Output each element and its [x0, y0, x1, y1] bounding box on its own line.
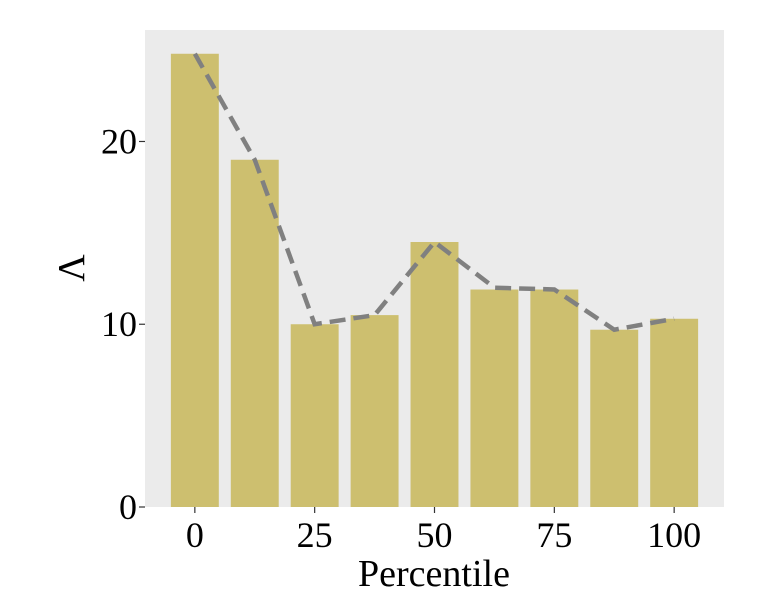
x-tick-label: 100 [647, 515, 701, 555]
x-axis-label: Percentile [358, 553, 510, 595]
bar [470, 289, 519, 507]
x-tick-label: 25 [297, 515, 333, 555]
bar [410, 242, 459, 507]
bar [170, 53, 219, 508]
bar [650, 318, 699, 507]
line [192, 52, 675, 333]
x-tick-label: 0 [186, 515, 204, 555]
y-tick-label: 0 [119, 487, 137, 527]
bar [290, 324, 339, 507]
y-tick-label: 10 [101, 304, 137, 344]
y-tick-label: 20 [101, 121, 137, 161]
bar [230, 159, 279, 508]
x-tick-label: 50 [417, 515, 453, 555]
y-axis-label: Λ [51, 254, 93, 282]
x-tick-label: 75 [536, 515, 572, 555]
bar [530, 289, 579, 507]
bar [590, 329, 639, 507]
bar [350, 315, 399, 507]
